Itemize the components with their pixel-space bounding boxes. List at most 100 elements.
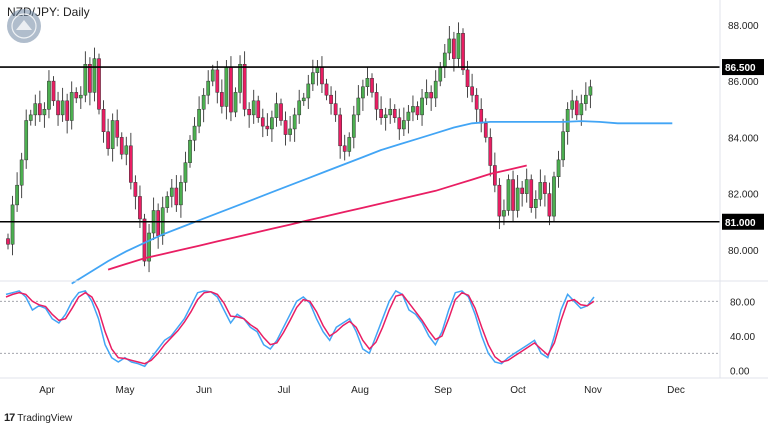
candle-body: [338, 114, 342, 147]
candle: [78, 86, 83, 109]
candle-body: [6, 238, 10, 245]
candle: [283, 111, 288, 146]
candle-body: [270, 117, 274, 130]
candle-body: [452, 38, 456, 59]
candle: [574, 95, 579, 120]
candle: [538, 169, 543, 207]
candle-body: [524, 179, 529, 194]
candle-body: [565, 109, 570, 132]
candle: [10, 195, 15, 256]
level-label: 81.000: [725, 218, 756, 229]
candle-body: [138, 196, 142, 220]
candle: [356, 85, 361, 122]
candle-body: [402, 120, 406, 130]
candle: [442, 44, 447, 79]
candle-body: [119, 137, 124, 155]
level-label-box: [722, 213, 764, 230]
candle-body: [15, 184, 19, 206]
candle-body: [10, 204, 15, 245]
candle-body: [506, 179, 511, 211]
candle-body: [274, 103, 279, 118]
month-tick-label: Aug: [351, 385, 369, 396]
candle: [38, 90, 42, 122]
candle-body: [488, 137, 493, 166]
candle: [411, 95, 415, 122]
candle: [511, 170, 515, 222]
candle-body: [60, 100, 65, 116]
candle: [447, 26, 452, 61]
candle: [229, 56, 233, 122]
candle-body: [547, 193, 552, 217]
price-tick-label: 80.000: [728, 246, 759, 257]
candle-body: [497, 184, 502, 217]
candle: [529, 174, 534, 213]
candle: [533, 190, 538, 219]
candle-body: [65, 100, 70, 121]
candle-body: [320, 66, 324, 85]
candle: [60, 87, 65, 122]
candle: [88, 57, 92, 106]
candle: [406, 105, 411, 134]
candle-body: [311, 72, 315, 85]
candle-body: [351, 114, 356, 138]
candle: [552, 171, 556, 222]
candle-body: [411, 106, 415, 113]
candle-body: [74, 92, 79, 99]
candle: [115, 109, 120, 147]
candle: [297, 89, 302, 124]
candle-body: [333, 103, 338, 116]
tradingview-label: TradingView: [17, 412, 73, 424]
candle-body: [342, 145, 347, 152]
candle: [51, 76, 56, 106]
stoch-d-line: [5, 291, 595, 365]
candle: [524, 168, 529, 203]
candle-body: [215, 69, 220, 93]
sma-slow-line: [107, 164, 527, 271]
price-tick-label: 86.000: [728, 77, 759, 88]
candle: [238, 55, 242, 104]
candle: [315, 60, 320, 86]
candle: [438, 62, 443, 87]
candle: [379, 96, 383, 125]
candle: [270, 110, 274, 142]
tradingview-logo-icon: 17: [4, 412, 15, 424]
candle: [74, 87, 79, 104]
candle-body: [247, 109, 252, 116]
candle-body: [33, 103, 38, 116]
candle: [206, 70, 211, 105]
candle: [110, 113, 115, 162]
candle: [274, 92, 279, 127]
tradingview-branding[interactable]: 17 TradingView: [4, 412, 72, 424]
candle: [402, 107, 406, 136]
candle: [570, 89, 575, 119]
candle: [351, 105, 356, 149]
sma-fast-line: [71, 120, 673, 285]
candle: [502, 199, 506, 226]
candle: [138, 185, 142, 228]
candle: [6, 233, 10, 250]
candle: [383, 107, 388, 131]
candle-body: [47, 80, 51, 110]
candle: [69, 81, 74, 130]
candle-body: [38, 103, 42, 116]
candle-body: [520, 187, 524, 194]
candle: [433, 70, 438, 107]
candle-body: [201, 94, 206, 110]
candle-body: [579, 103, 584, 116]
candle-body: [392, 109, 397, 118]
candle: [588, 79, 593, 109]
candle: [56, 91, 60, 126]
candle: [201, 88, 206, 123]
candle: [279, 98, 283, 126]
candle: [292, 107, 297, 142]
candle: [301, 92, 306, 106]
candle-body: [456, 33, 461, 59]
candle: [215, 60, 220, 104]
candle: [129, 132, 133, 190]
candle: [156, 203, 161, 249]
candle-body: [511, 179, 515, 211]
month-tick-label: Jun: [196, 385, 212, 396]
candle-body: [115, 120, 120, 138]
candle-body: [538, 182, 543, 200]
month-tick-label: May: [116, 385, 135, 396]
